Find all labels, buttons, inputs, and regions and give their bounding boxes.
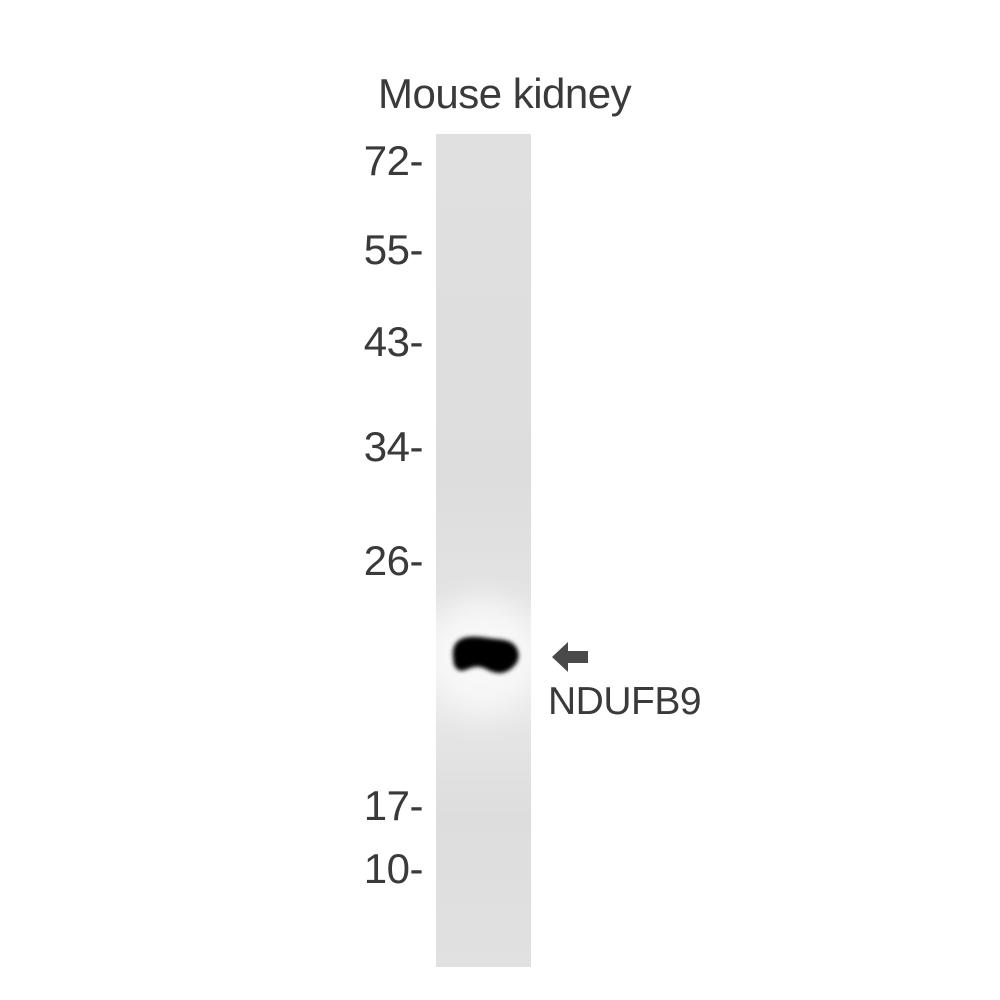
band-blob bbox=[452, 636, 519, 674]
mw-marker-26: 26- bbox=[363, 537, 424, 584]
left-arrow-icon bbox=[552, 642, 588, 672]
mw-marker-72: 72- bbox=[363, 137, 424, 184]
blot-lane bbox=[436, 134, 531, 967]
mw-marker-10: 10- bbox=[363, 845, 424, 892]
mw-marker-55: 55- bbox=[363, 226, 424, 273]
mw-marker-17: 17- bbox=[363, 782, 424, 829]
mw-marker-34: 34- bbox=[363, 423, 424, 470]
sample-title: Mouse kidney bbox=[378, 70, 632, 117]
band-label: NDUFB9 bbox=[548, 680, 702, 723]
mw-marker-43: 43- bbox=[363, 318, 424, 365]
protein-band bbox=[436, 594, 531, 718]
